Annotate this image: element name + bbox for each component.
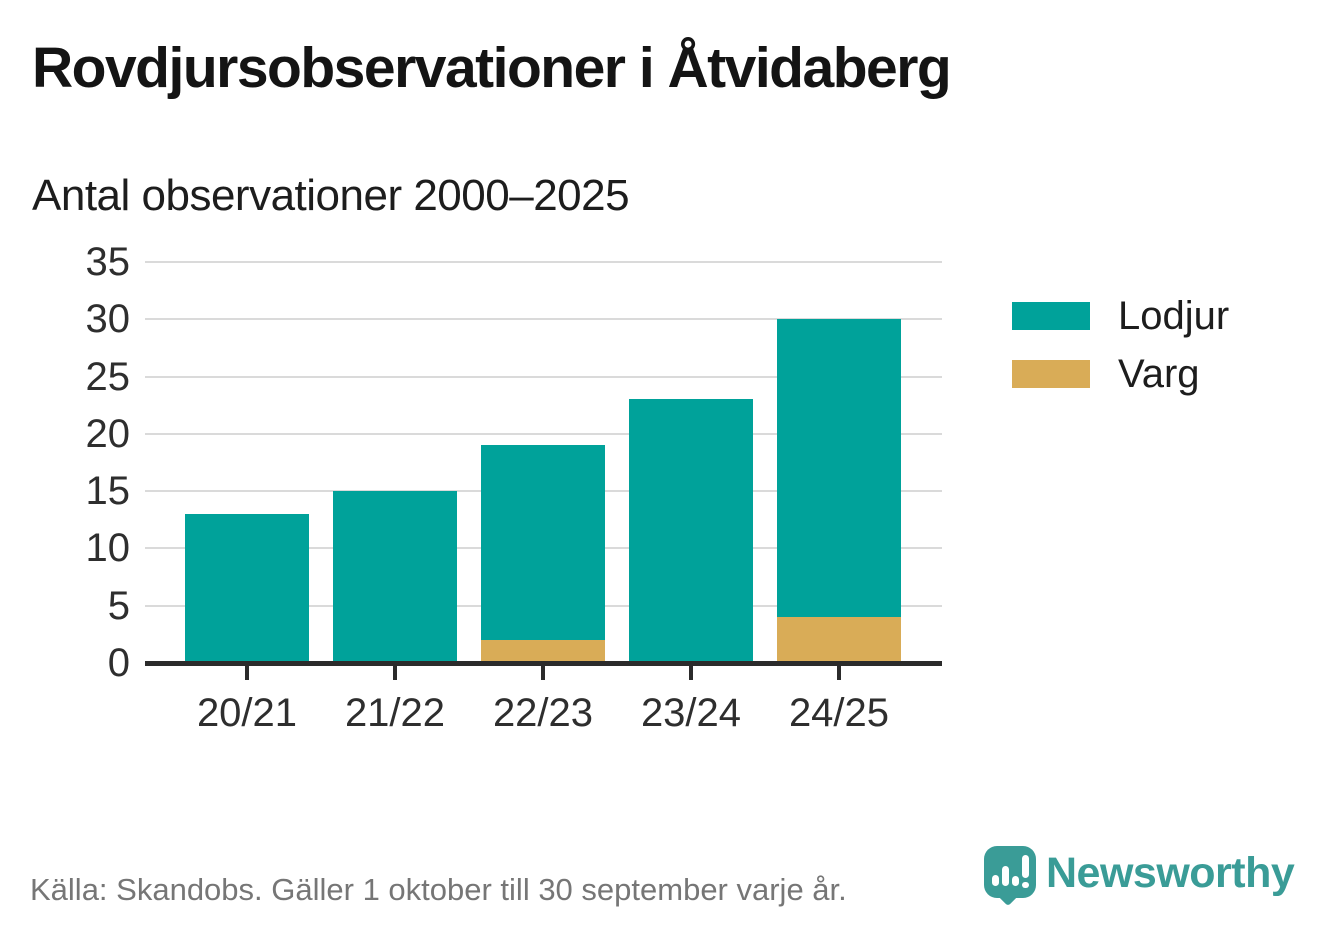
- y-gridline: [145, 261, 942, 263]
- bar-segment-lodjur: [333, 491, 457, 663]
- x-axis-tick: [689, 665, 693, 680]
- legend-swatch-lodjur: [1012, 302, 1090, 330]
- y-axis-tick-label: 30: [85, 297, 131, 341]
- y-axis-tick-label: 5: [107, 584, 130, 628]
- x-axis-tick-label: 22/23: [492, 691, 594, 735]
- x-axis-tick: [393, 665, 397, 680]
- legend: Lodjur Varg: [1012, 293, 1229, 409]
- y-gridline: [145, 376, 942, 378]
- y-axis-tick-label: 0: [107, 641, 130, 685]
- bar-segment-lodjur: [629, 399, 753, 663]
- legend-label-varg: Varg: [1118, 352, 1200, 396]
- logo-bar-icon: [1002, 866, 1009, 886]
- legend-label-lodjur: Lodjur: [1118, 294, 1230, 338]
- x-axis-tick: [837, 665, 841, 680]
- y-axis-tick-label: 25: [85, 355, 131, 399]
- y-gridline: [145, 433, 942, 435]
- bar-segment-varg: [777, 617, 901, 663]
- source-note: Källa: Skandobs. Gäller 1 oktober till 3…: [30, 872, 847, 907]
- legend-swatch-varg: [1012, 360, 1090, 388]
- x-axis-tick: [245, 665, 249, 680]
- x-axis-line: [145, 661, 942, 666]
- newsworthy-wordmark: Newsworthy: [1046, 849, 1295, 897]
- y-gridline: [145, 318, 942, 320]
- y-axis-tick-label: 20: [85, 412, 131, 456]
- newsworthy-logo-icon: [984, 846, 1036, 898]
- logo-bar-icon: [992, 875, 999, 886]
- chart-subtitle: Antal observationer 2000–2025: [32, 171, 630, 220]
- x-axis-tick-label: 24/25: [788, 691, 890, 735]
- y-axis-tick-label: 35: [85, 240, 131, 284]
- page-title: Rovdjursobservationer i Åtvidaberg: [32, 36, 952, 100]
- x-axis-tick-label: 20/21: [196, 691, 298, 735]
- logo-exclamation-dot-icon: [1022, 882, 1029, 888]
- y-axis-tick-label: 10: [85, 526, 131, 570]
- x-axis-tick-label: 21/22: [344, 691, 446, 735]
- legend-item-varg: Varg: [1012, 351, 1229, 397]
- bar-segment-lodjur: [481, 445, 605, 640]
- bar-segment-varg: [481, 640, 605, 663]
- bar-segment-lodjur: [777, 319, 901, 617]
- x-axis-tick-label: 23/24: [640, 691, 742, 735]
- logo-bar-icon: [1012, 876, 1019, 886]
- bar-segment-lodjur: [185, 514, 309, 663]
- logo-exclamation-icon: [1022, 855, 1029, 878]
- y-axis-tick-label: 15: [85, 469, 131, 513]
- legend-item-lodjur: Lodjur: [1012, 293, 1229, 339]
- x-axis-tick: [541, 665, 545, 680]
